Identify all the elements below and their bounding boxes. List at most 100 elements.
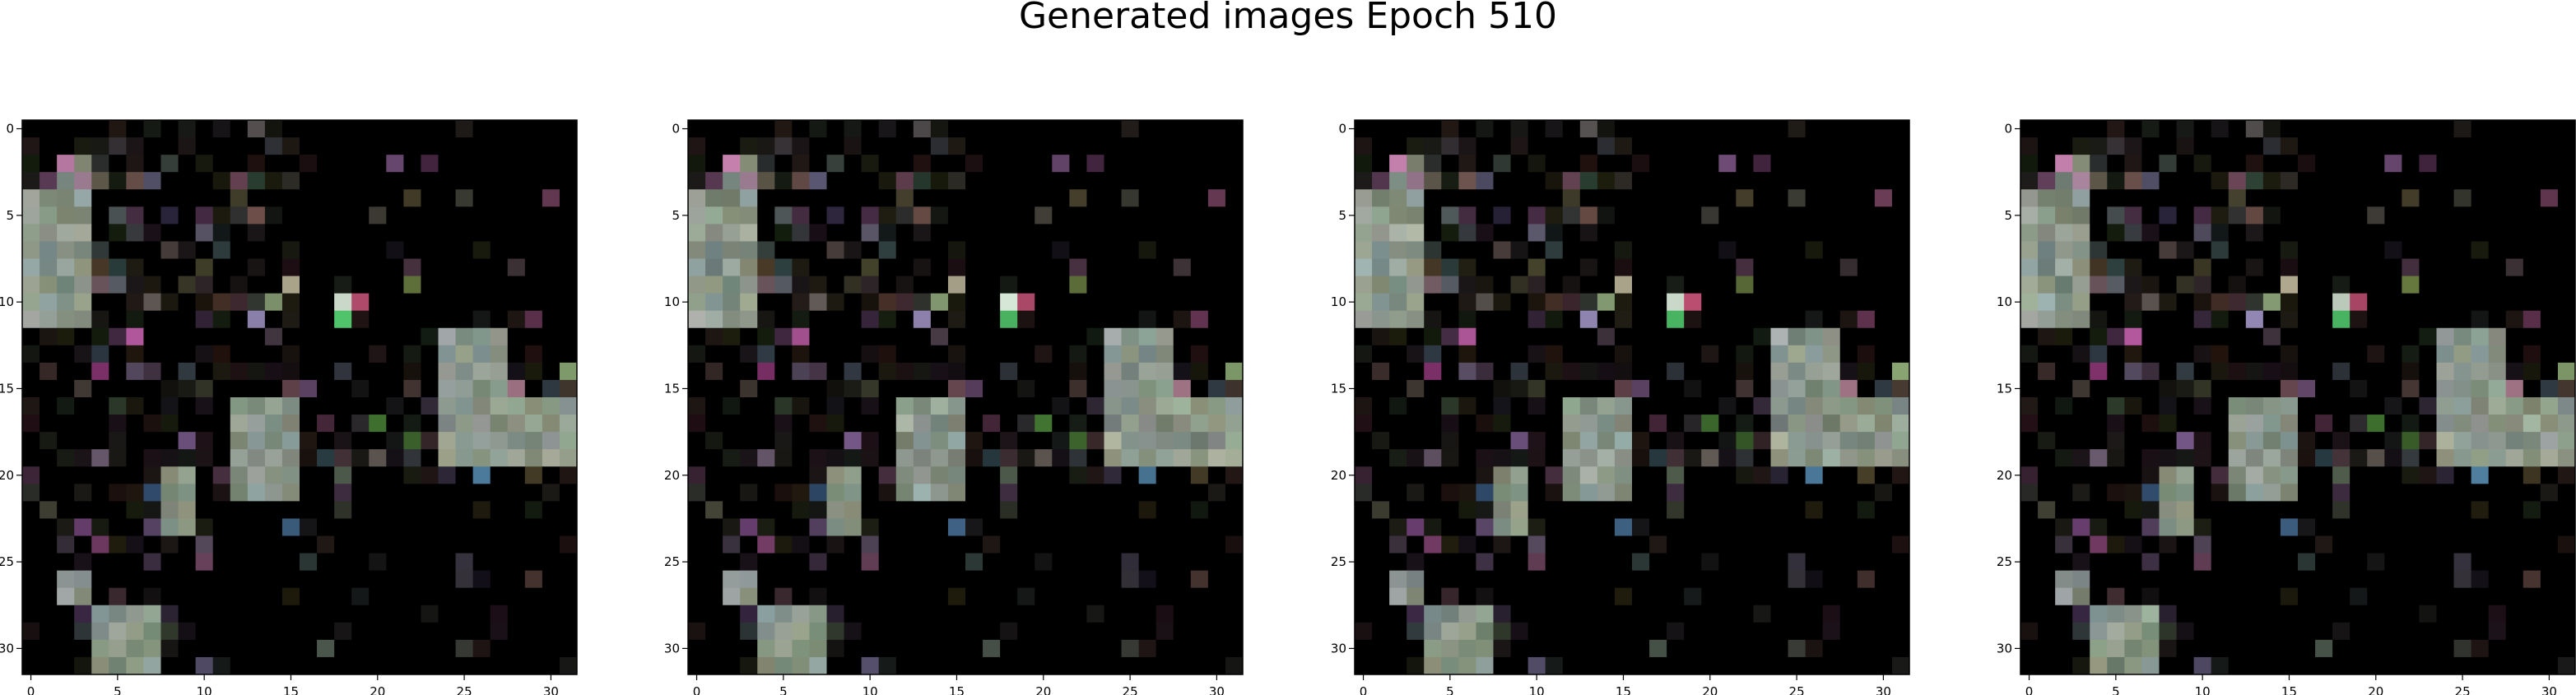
image-pixel [1545, 587, 1564, 606]
image-pixel [1372, 622, 1390, 641]
image-pixel [2107, 466, 2125, 484]
image-pixel [160, 189, 179, 207]
image-pixel [369, 484, 387, 502]
image-pixel [2090, 155, 2108, 173]
image-pixel [947, 172, 966, 190]
image-pixel [1493, 224, 1512, 242]
image-pixel [264, 535, 283, 554]
image-pixel [2124, 553, 2142, 572]
image-pixel [1579, 415, 1598, 433]
image-pixel [2159, 224, 2178, 242]
image-pixel [2419, 310, 2437, 329]
image-pixel [2262, 484, 2281, 502]
image-pixel [559, 172, 578, 190]
image-pixel [1407, 656, 1425, 675]
image-pixel [490, 362, 509, 381]
image-pixel [826, 432, 845, 450]
image-pixel [1225, 224, 1244, 242]
image-pixel [247, 293, 266, 312]
image-pixel [2367, 605, 2385, 623]
image-pixel [1527, 379, 1546, 398]
image-pixel [1225, 310, 1244, 329]
image-pixel [2453, 622, 2472, 641]
image-pixel [1510, 172, 1529, 190]
image-pixel [2072, 466, 2090, 484]
image-pixel [1389, 224, 1407, 242]
image-pixel [1701, 622, 1719, 641]
image-pixel [264, 258, 283, 277]
image-pixel [421, 656, 439, 675]
image-pixel [351, 276, 370, 294]
image-pixel [2280, 570, 2299, 589]
image-pixel [1069, 449, 1087, 467]
image-pixel [913, 241, 932, 259]
image-pixel [2280, 155, 2299, 173]
image-pixel [895, 224, 914, 242]
image-pixel [844, 276, 863, 294]
image-pixel [792, 622, 810, 641]
image-pixel [2193, 397, 2212, 415]
image-pixel [2332, 310, 2350, 329]
image-pixel [126, 535, 144, 554]
image-pixel [2280, 120, 2299, 138]
image-pixel [2402, 224, 2420, 242]
y-tick-label: 5 [672, 208, 680, 223]
image-pixel [1372, 293, 1390, 312]
image-pixel [386, 432, 404, 450]
image-pixel [1857, 484, 1876, 502]
image-pixel [1173, 432, 1192, 450]
image-pixel [2419, 605, 2437, 623]
image-pixel [2159, 241, 2178, 259]
image-pixel [1649, 484, 1667, 502]
image-pixel [2402, 622, 2420, 641]
image-pixel [421, 639, 439, 658]
image-pixel [1121, 415, 1140, 433]
image-pixel [421, 397, 439, 415]
image-pixel [1476, 553, 1494, 572]
image-pixel [559, 553, 578, 572]
image-pixel [490, 501, 509, 519]
image-pixel [1614, 224, 1633, 242]
image-pixel [109, 258, 127, 277]
image-pixel [2488, 501, 2507, 519]
image-pixel [757, 415, 775, 433]
image-pixel [705, 293, 723, 312]
image-pixel [143, 535, 161, 554]
image-pixel [2332, 172, 2350, 190]
image-pixel [160, 605, 179, 623]
image-pixel [2124, 310, 2142, 329]
image-pixel [1527, 484, 1546, 502]
image-pixel [1649, 535, 1667, 554]
image-pixel [792, 518, 810, 536]
image-pixel [2038, 345, 2056, 364]
image-pixel [2262, 293, 2281, 312]
image-pixel [1684, 553, 1702, 572]
image-pixel [2436, 466, 2455, 484]
image-pixel [1788, 656, 1806, 675]
image-pixel [74, 258, 92, 277]
image-pixel [1891, 137, 1910, 155]
image-pixel [57, 293, 75, 312]
image-pixel [1138, 466, 1157, 484]
image-pixel [178, 224, 197, 242]
image-pixel [300, 535, 318, 554]
image-pixel [2141, 639, 2160, 658]
image-pixel [2488, 345, 2507, 364]
image-pixel [1701, 570, 1719, 589]
image-pixel [1510, 206, 1529, 225]
image-pixel [1407, 397, 1425, 415]
image-pixel [1667, 553, 1685, 572]
image-pixel [1874, 310, 1893, 329]
image-pixel [109, 553, 127, 572]
image-pixel [1104, 415, 1123, 433]
image-pixel [472, 206, 491, 225]
image-pixel [688, 466, 706, 484]
image-pixel [472, 379, 491, 398]
image-pixel [723, 276, 741, 294]
image-pixel [1000, 449, 1018, 467]
image-pixel [2280, 605, 2299, 623]
image-pixel [1372, 310, 1390, 329]
image-pixel [91, 362, 109, 381]
image-pixel [247, 155, 266, 173]
